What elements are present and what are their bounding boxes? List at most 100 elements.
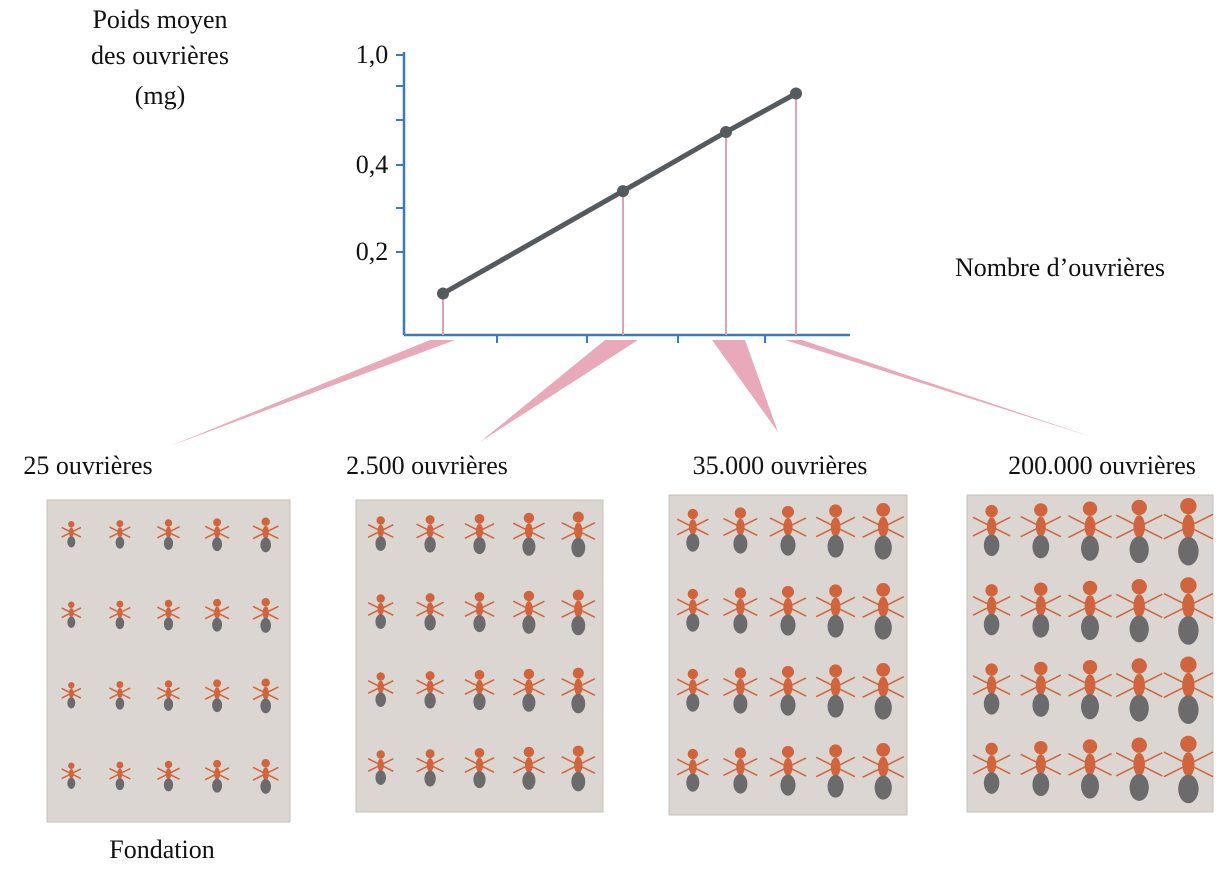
ant-head [573,590,584,601]
ant-gaster [1130,536,1149,563]
ant-gaster [67,617,75,628]
ant-thorax [1036,754,1046,774]
ant-thorax [1085,595,1096,617]
page: {"chart_data": {"type": "line", "ylabel"… [0,0,1226,868]
ant-gaster [67,697,75,708]
ant-gaster [522,772,535,790]
ant-head [68,602,74,608]
ant-panel [669,495,907,815]
ant-gaster [375,536,386,551]
ant-thorax [987,676,996,695]
chart: Poids moyen des ouvrières (mg) Nombre d’… [0,0,1226,868]
funnel [480,340,638,442]
ant-head [735,747,746,758]
ant-thorax [574,679,582,696]
ant-gaster [686,694,699,712]
x-axis-title: Nombre d’ouvrières [955,253,1165,282]
funnel [785,340,1092,437]
ant-gaster [780,695,795,716]
ant-gaster [375,692,386,707]
ant-gaster [375,770,386,785]
ant-thorax [736,679,744,696]
ant-head [116,601,123,608]
ant-gaster [116,778,125,790]
ant-thorax [783,518,792,536]
ant-head [782,666,794,678]
ant-head [1034,662,1047,675]
ant-thorax [831,597,841,616]
ant-gaster [375,614,386,629]
ant-head [1132,579,1147,594]
ant-head [475,748,485,758]
ant-head [1180,656,1196,672]
ant-thorax [263,687,269,700]
ant-thorax [476,602,483,617]
ant-gaster [875,616,892,640]
ant-head [1132,500,1147,515]
ant-thorax [1182,594,1194,619]
ant-head [782,586,794,598]
ant-gaster [1032,773,1049,796]
ant-thorax [427,602,434,616]
ant-panel [967,495,1213,812]
ant-gaster [212,779,222,793]
ant-head [213,518,221,526]
ant-head [573,746,584,757]
ant-thorax [987,755,996,774]
ant-head [524,591,534,601]
ant-gaster [522,694,535,712]
ant-gaster [260,699,271,714]
ant-thorax [831,517,841,536]
ant-thorax [378,681,384,694]
ant-gaster [212,618,222,632]
ant-gaster [780,775,795,796]
ant-gaster [473,771,485,788]
ant-head [573,668,584,679]
ant-thorax [1133,674,1145,697]
ant-head [426,749,435,758]
ant-thorax [476,758,483,773]
ant-thorax [117,608,122,618]
ant-head [735,667,746,678]
ant-gaster [984,534,1000,556]
decoration [170,52,1092,446]
ant-gaster [212,537,222,551]
ant-thorax [525,679,533,695]
ant-gaster [1130,695,1149,722]
ant-head [377,594,385,602]
category-label: 35.000 ouvrières [693,451,868,480]
ant-thorax [1133,753,1145,776]
ant-thorax [214,526,220,538]
ant-thorax [117,769,122,779]
ant-gaster [1178,537,1198,566]
y-axis-title: (mg) [135,81,186,110]
category-label: 25 ouvrières [23,451,152,480]
ant-head [377,750,385,758]
ant-head [876,583,890,597]
ant-gaster [1178,775,1198,804]
ant-gaster [164,537,173,550]
ant-gaster [424,771,435,787]
ant-thorax [783,678,792,696]
ant-panel [47,500,290,822]
ant-gaster [473,615,485,632]
ant-gaster [1081,536,1099,561]
ant-thorax [263,526,269,539]
ant-thorax [831,677,841,696]
y-axis-title: Poids moyen [92,5,227,34]
ant-thorax [1036,517,1046,537]
ant-gaster [828,535,844,558]
ant-thorax [378,603,384,616]
ant-gaster [522,538,535,556]
ant-head [1180,736,1196,752]
ant-gaster [780,615,795,636]
ant-gaster [984,614,1000,636]
funnel [712,340,778,432]
ant-thorax [574,523,582,540]
ant-gaster [522,616,535,634]
ant-head [735,587,746,598]
ant-thorax [1036,596,1046,616]
ant-thorax [736,519,744,536]
ant-gaster [780,535,795,556]
ant-thorax [689,759,697,775]
